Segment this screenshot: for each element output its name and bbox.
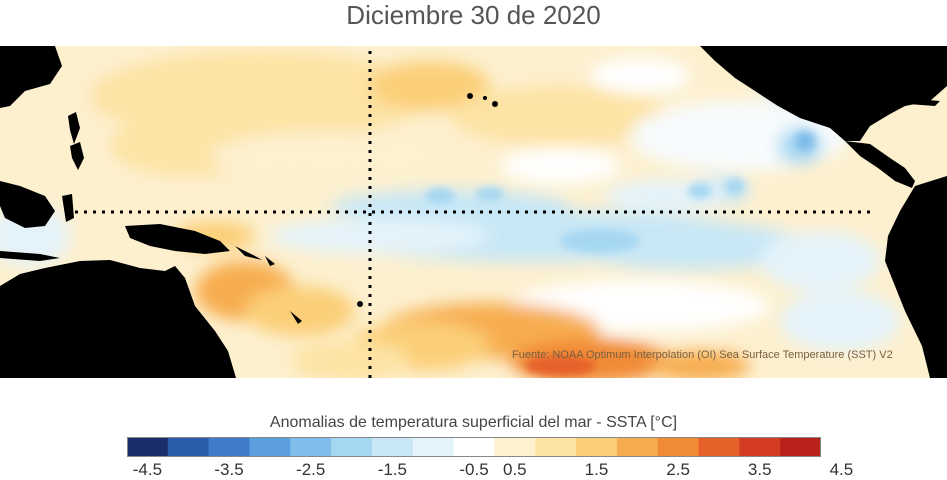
colorbar-swatch xyxy=(167,437,210,457)
colorbar-tick-label: 4.5 xyxy=(829,460,854,479)
colorbar-tick-label: 2.5 xyxy=(666,460,690,479)
land-masses xyxy=(0,46,947,378)
colorbar-title: Anomalias de temperatura superficial del… xyxy=(269,414,678,431)
colorbar-swatch xyxy=(535,437,577,457)
colorbar-tick-label: 0.5 xyxy=(502,460,527,479)
colorbar-swatch xyxy=(616,437,659,457)
colorbar-tick-label: 1.5 xyxy=(584,460,609,479)
colorbar-tick-label: -3.5 xyxy=(214,460,244,479)
colorbar-swatch xyxy=(453,437,495,457)
colorbar-swatch xyxy=(739,437,781,457)
colorbar-swatch xyxy=(371,437,414,457)
colorbar-swatch xyxy=(290,437,332,457)
colorbar-swatch xyxy=(698,437,740,457)
colorbar-border xyxy=(127,437,821,457)
colorbar-tick-label: -0.5 xyxy=(459,460,489,479)
colorbar-tick-label: -2.5 xyxy=(296,460,326,479)
colorbar xyxy=(127,437,821,457)
colorbar-swatch xyxy=(208,437,250,457)
colorbar-tick-label: -1.5 xyxy=(377,460,407,479)
source-note: Fuente: NOAA Optimum Interpolation (OI) … xyxy=(512,349,893,361)
colorbar-tick-label: 3.5 xyxy=(747,460,772,479)
colorbar-swatch xyxy=(576,437,618,457)
anomaly-field xyxy=(0,46,900,378)
colorbar-swatch xyxy=(657,437,700,457)
colorbar-swatch xyxy=(494,437,536,457)
colorbar-tick-label: -4.5 xyxy=(132,460,163,479)
colorbar-swatch xyxy=(249,437,291,457)
colorbar-swatch xyxy=(331,437,373,457)
colorbar-swatch xyxy=(412,437,455,457)
ssta-map xyxy=(0,46,947,378)
colorbar-swatch xyxy=(127,437,169,457)
map-title: Diciembre 30 de 2020 xyxy=(346,0,601,30)
colorbar-swatch xyxy=(780,437,821,457)
